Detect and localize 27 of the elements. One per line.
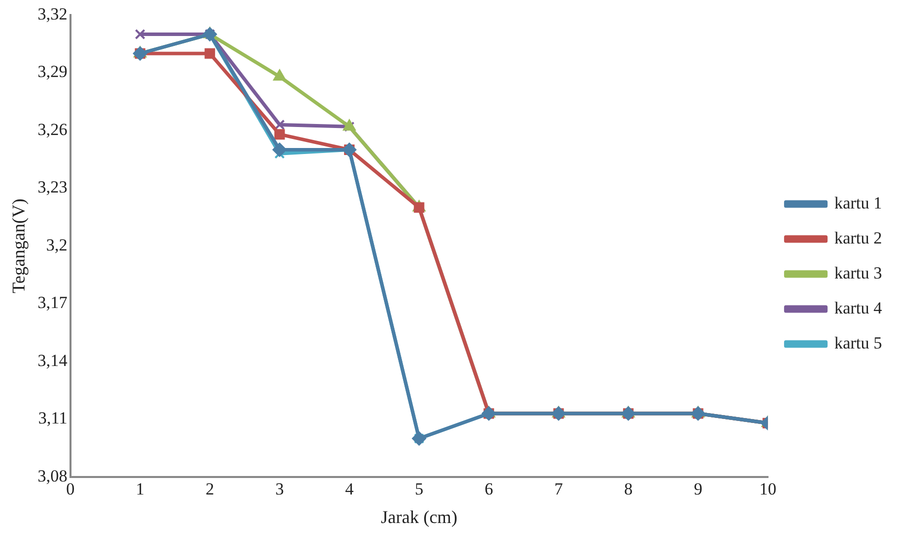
y-tick-label: 3,14 [38, 350, 68, 370]
x-tick-label: 2 [206, 480, 214, 499]
legend-label: kartu 5 [834, 333, 882, 352]
y-axis-title: Tegangan(V) [8, 198, 29, 294]
y-tick-label: 3,29 [38, 62, 68, 82]
y-tick-label: 3,32 [38, 4, 68, 24]
y-tick-label: 3,17 [38, 293, 68, 312]
x-tick-label: 0 [66, 480, 75, 499]
x-tick-label: 3 [275, 480, 284, 499]
y-tick-label: 3,2 [46, 235, 68, 254]
x-tick-label: 5 [414, 480, 424, 499]
legend-label: kartu 4 [834, 298, 882, 318]
y-tick-label: 3,08 [38, 466, 68, 486]
legend-label: kartu 1 [834, 193, 882, 212]
y-tick-label: 3,23 [38, 178, 68, 197]
y-tick-label: 3,11 [38, 408, 68, 428]
x-tick-label: 8 [624, 480, 633, 499]
x-axis-title: Jarak (cm) [380, 506, 458, 527]
x-tick-label: 4 [345, 480, 354, 499]
x-tick-label: 6 [484, 480, 494, 499]
x-tick-label: 7 [554, 480, 564, 499]
x-tick-label: 10 [759, 480, 776, 499]
x-tick-label: 1 [136, 480, 144, 499]
x-tick-label: 9 [694, 480, 702, 499]
legend-label: kartu 3 [834, 263, 882, 282]
y-tick-label: 3,26 [38, 120, 68, 139]
legend-label: kartu 2 [834, 228, 882, 248]
